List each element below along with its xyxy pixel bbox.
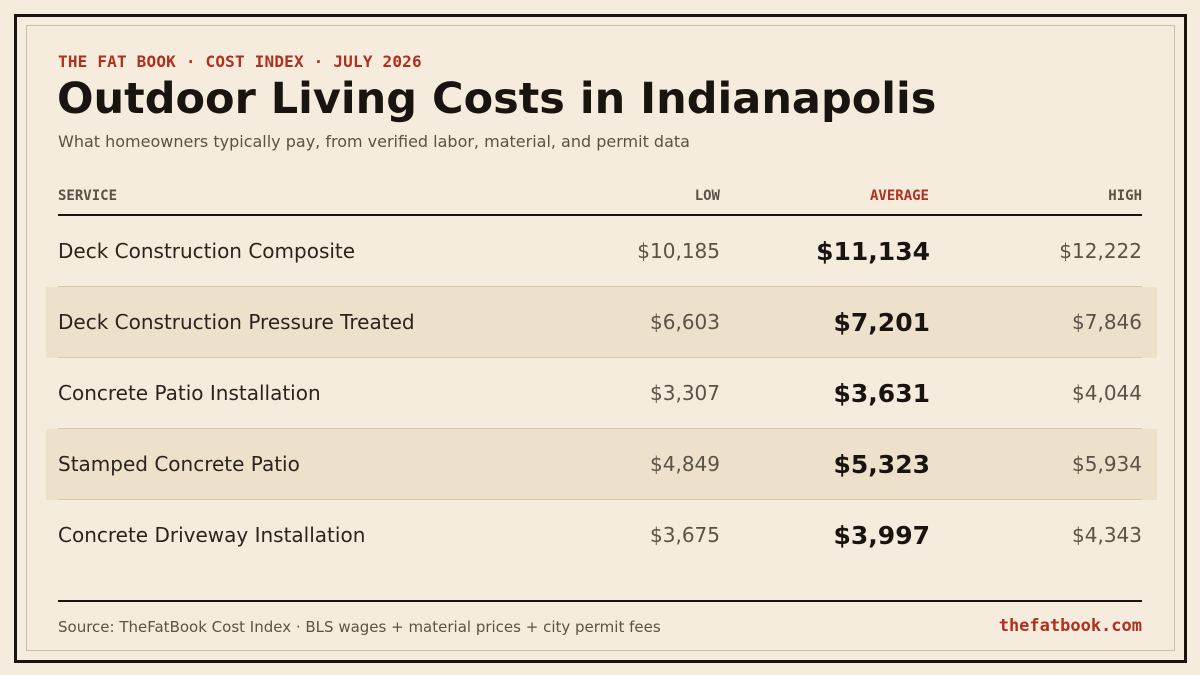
column-header-average: AVERAGE <box>869 188 929 204</box>
average-cost: $11,134 <box>816 237 930 266</box>
service-name: Stamped Concrete Patio <box>58 452 300 476</box>
service-name: Deck Construction Composite <box>58 239 356 263</box>
service-name: Deck Construction Pressure Treated <box>58 310 415 334</box>
low-cost: $10,185 <box>637 239 720 263</box>
high-cost: $4,343 <box>1072 523 1142 547</box>
average-cost: $7,201 <box>833 308 930 337</box>
high-cost: $7,846 <box>1072 310 1142 334</box>
page-subtitle: What homeowners typically pay, from veri… <box>58 132 690 151</box>
row-divider <box>58 357 1142 358</box>
average-cost: $3,997 <box>833 521 930 550</box>
source-note: Source: TheFatBook Cost Index · BLS wage… <box>58 618 661 636</box>
column-header-high: HIGH <box>1108 188 1142 204</box>
high-cost: $12,222 <box>1059 239 1142 263</box>
low-cost: $4,849 <box>650 452 720 476</box>
footer-divider <box>58 600 1142 602</box>
brand-link[interactable]: thefatbook.com <box>998 616 1142 636</box>
table-row: Deck Construction Pressure Treated $6,60… <box>46 287 1157 358</box>
average-cost: $5,323 <box>833 450 930 479</box>
cost-table-body: Deck Construction Composite $10,185 $11,… <box>46 216 1157 571</box>
high-cost: $5,934 <box>1072 452 1142 476</box>
average-cost: $3,631 <box>833 379 930 408</box>
inner-frame <box>26 25 1175 651</box>
low-cost: $3,307 <box>650 381 720 405</box>
row-divider <box>58 428 1142 429</box>
column-header-service: SERVICE <box>58 188 118 204</box>
service-name: Concrete Driveway Installation <box>58 523 366 547</box>
low-cost: $3,675 <box>650 523 720 547</box>
service-name: Concrete Patio Installation <box>58 381 321 405</box>
table-row: Concrete Patio Installation $3,307 $3,63… <box>46 358 1157 429</box>
kicker-label: THE FAT BOOK · COST INDEX · JULY 2026 <box>58 52 422 71</box>
column-header-low: LOW <box>694 188 720 204</box>
header-divider <box>58 214 1142 216</box>
high-cost: $4,044 <box>1072 381 1142 405</box>
table-header: SERVICE LOW AVERAGE HIGH <box>58 186 1142 208</box>
row-divider <box>58 286 1142 287</box>
table-row: Deck Construction Composite $10,185 $11,… <box>46 216 1157 287</box>
table-row: Concrete Driveway Installation $3,675 $3… <box>46 500 1157 571</box>
low-cost: $6,603 <box>650 310 720 334</box>
table-row: Stamped Concrete Patio $4,849 $5,323 $5,… <box>46 429 1157 500</box>
page-title: Outdoor Living Costs in Indianapolis <box>57 74 937 124</box>
row-divider <box>58 499 1142 500</box>
outer-frame <box>14 14 1187 663</box>
